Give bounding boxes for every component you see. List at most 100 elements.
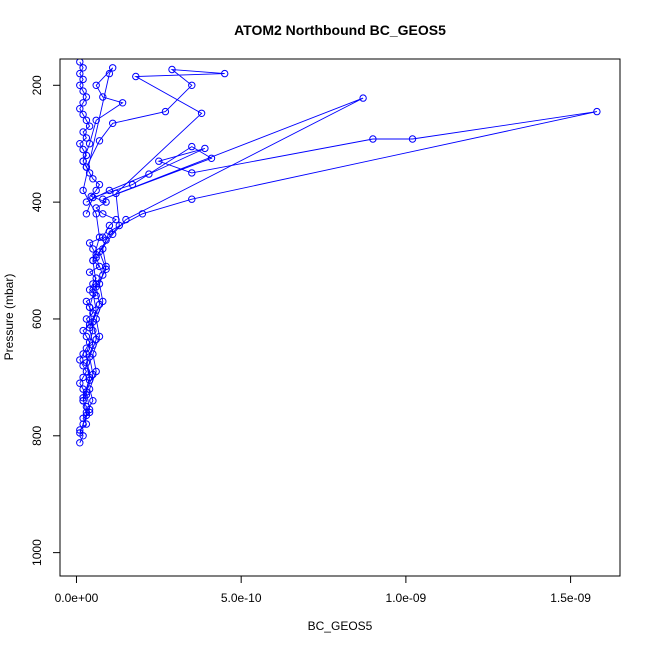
data-point (89, 397, 97, 405)
data-point (89, 256, 97, 265)
data-point (85, 122, 94, 130)
data-point (92, 186, 100, 195)
data-point (79, 99, 87, 107)
data-point (109, 119, 117, 128)
data-point (593, 107, 601, 116)
data-point (145, 170, 153, 178)
data-point (102, 265, 110, 273)
data-point (105, 69, 114, 78)
data-point (89, 341, 97, 349)
data-point (201, 144, 209, 153)
data-point (95, 137, 104, 145)
data-point (76, 356, 84, 364)
data-point (112, 189, 120, 198)
data-point (79, 75, 87, 84)
data-point (76, 59, 84, 66)
y-axis-label: Pressure (mbar) (2, 274, 16, 361)
data-point (79, 186, 87, 195)
data-point (92, 306, 100, 314)
data-point (92, 81, 100, 90)
data-point (79, 145, 87, 154)
data-point (82, 315, 91, 323)
data-point (79, 394, 87, 402)
data-point (138, 210, 147, 218)
data-point (188, 142, 196, 151)
data-point (92, 335, 100, 344)
data-point (188, 81, 196, 90)
data-point (85, 373, 94, 382)
data-point (82, 344, 91, 352)
data-point (85, 405, 94, 414)
data-point (155, 157, 163, 165)
y-tick-label: 400 (30, 192, 44, 212)
y-tick-label: 1000 (30, 539, 44, 566)
data-point (99, 271, 107, 279)
data-point (89, 193, 97, 202)
data-point (85, 239, 94, 247)
data-point (76, 69, 84, 78)
data-point (79, 397, 87, 405)
data-point (79, 128, 87, 136)
data-point (82, 163, 91, 171)
series-line (82, 97, 364, 425)
y-tick-label: 200 (30, 75, 44, 95)
data-point (132, 72, 140, 81)
x-tick-label: 1.5e-09 (550, 591, 591, 605)
x-axis: 0.0e+00 5.0e-10 1.0e-09 1.5e-09 (55, 575, 591, 605)
series-3 (79, 94, 367, 428)
data-point (161, 107, 170, 116)
data-point (82, 350, 91, 358)
data-point (79, 87, 87, 95)
data-point (82, 116, 91, 125)
series-line (79, 68, 225, 434)
data-point (89, 326, 97, 335)
x-tick-label: 5.0e-10 (221, 591, 262, 605)
data-point (105, 186, 114, 195)
data-point (82, 210, 91, 218)
data-point (109, 64, 117, 72)
data-point (95, 300, 104, 309)
data-point (221, 69, 229, 78)
x-tick-label: 1.0e-09 (386, 591, 427, 605)
data-point (99, 93, 107, 101)
data-point (82, 297, 91, 306)
data-point (369, 135, 377, 143)
data-point (109, 230, 117, 239)
data-point (197, 109, 206, 118)
data-point (102, 236, 110, 244)
y-tick-label: 800 (30, 425, 44, 445)
series-line (86, 111, 597, 413)
data-point (188, 169, 196, 177)
data-point (95, 248, 104, 256)
data-point (95, 233, 104, 241)
data-point (85, 140, 94, 148)
plot-clip-group (76, 59, 601, 447)
data-point (95, 180, 104, 189)
data-point (76, 81, 84, 90)
series-4 (76, 65, 229, 437)
data-point (76, 140, 84, 148)
data-point (207, 154, 216, 163)
data-point (99, 195, 107, 203)
data-point (76, 439, 84, 447)
data-point (79, 64, 87, 72)
data-point (76, 426, 84, 434)
data-point (188, 195, 196, 203)
data-point (79, 110, 87, 119)
series-5 (79, 64, 127, 405)
data-point (85, 303, 94, 311)
data-point (105, 221, 114, 230)
data-point (79, 326, 87, 335)
x-axis-label: BC_GEOS5 (308, 619, 373, 633)
data-point (122, 215, 130, 224)
y-axis: 200 400 600 800 1000 (30, 75, 61, 566)
data-point (82, 411, 91, 420)
data-point (82, 93, 91, 101)
data-point (82, 367, 91, 376)
data-point (76, 429, 84, 437)
data-point (82, 332, 91, 341)
series-line (82, 67, 124, 401)
data-point (89, 175, 97, 183)
data-point (79, 157, 87, 165)
